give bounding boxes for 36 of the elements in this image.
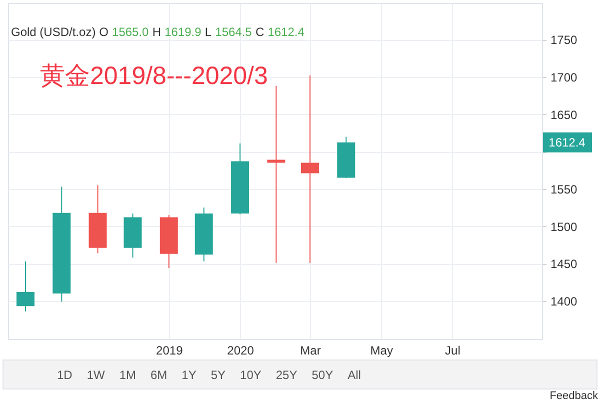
y-tick-label: 1400 <box>550 294 578 308</box>
text: 6M <box>150 368 168 382</box>
y-tick-label: 1450 <box>550 257 578 272</box>
y-tick-label: 1750 <box>550 33 578 48</box>
annotation: 1619.9 <box>164 25 202 39</box>
y-tick-label: 1650 <box>550 108 578 122</box>
candlestick <box>267 85 286 264</box>
text: All <box>348 368 361 382</box>
x-tick-label: Mar <box>300 344 321 358</box>
y-tick-label: 1700 <box>550 70 578 84</box>
annotation: C <box>255 25 264 39</box>
x-tick-label: 2019 <box>156 344 184 358</box>
annotation: 1565.0 <box>112 25 150 39</box>
text: 10Y <box>240 368 262 382</box>
text: 1W <box>86 368 106 382</box>
x-tick-label: May <box>370 344 393 358</box>
annotation: 1612.4 <box>268 25 305 39</box>
text: 1612.4 <box>548 135 586 150</box>
text: Feedback <box>550 390 598 400</box>
x-tick-label: Jul <box>445 344 460 358</box>
y-tick-label: 1550 <box>550 182 578 196</box>
text: Gold (USD/t.oz) <box>11 25 96 39</box>
annotation: O <box>99 25 108 39</box>
annotation: 1564.5 <box>215 25 252 39</box>
annotation: L <box>204 25 212 39</box>
text: 25Y <box>276 368 298 382</box>
annotation: H <box>152 25 161 39</box>
text: 50Y <box>312 368 334 382</box>
y-tick-label: 1500 <box>550 220 578 234</box>
text: 1Y <box>182 368 196 382</box>
text: 5Y <box>210 368 226 382</box>
x-tick-label: 2020 <box>227 344 254 358</box>
text: 黄金2019/8---2020/3 <box>40 62 268 90</box>
candlestick <box>16 260 34 312</box>
text: 1D <box>57 368 73 382</box>
text: 1M <box>119 368 136 382</box>
